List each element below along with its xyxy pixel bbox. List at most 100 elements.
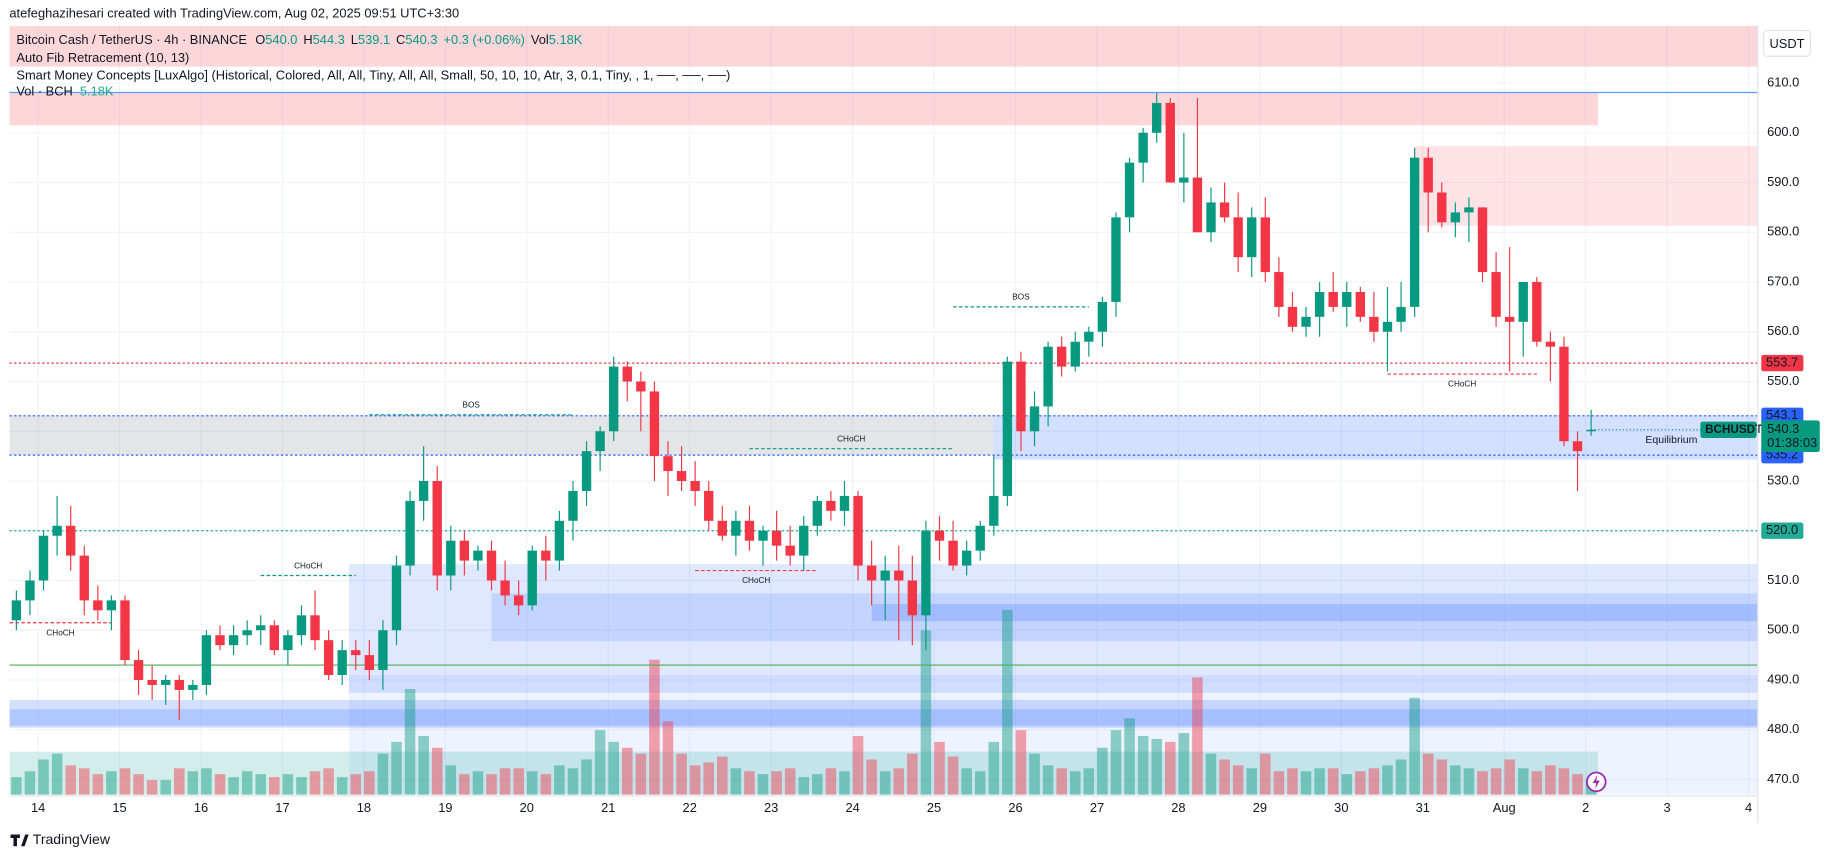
zone xyxy=(9,699,1758,728)
x-tick-label: 24 xyxy=(845,800,859,815)
volume-bar xyxy=(228,777,239,795)
volume-bar xyxy=(459,774,470,795)
candle-body xyxy=(826,500,836,511)
candle-body xyxy=(690,481,700,491)
candle-body xyxy=(866,565,877,581)
volume-bar xyxy=(920,630,932,795)
volume-bar xyxy=(676,753,687,795)
candle-body xyxy=(283,635,293,651)
level-box xyxy=(1761,407,1804,425)
candle-body xyxy=(1355,291,1366,317)
volume-bar xyxy=(526,771,538,795)
volume-bar xyxy=(1409,697,1420,795)
brand-logo xyxy=(10,834,29,847)
candle-body xyxy=(79,555,89,601)
volume-bar xyxy=(689,765,701,795)
x-tick-label: 28 xyxy=(1171,800,1185,815)
volume-bar xyxy=(771,771,782,795)
candle-body xyxy=(52,525,62,536)
volume-bar xyxy=(309,771,321,795)
volume-bar xyxy=(119,768,131,795)
x-tick-label: 27 xyxy=(1090,800,1104,815)
candle-body xyxy=(418,481,429,501)
zone xyxy=(348,564,1758,693)
candle-body xyxy=(147,679,157,685)
volume-bar xyxy=(241,771,253,795)
y-tick-label: 490.0 xyxy=(1767,671,1799,686)
volume-bar xyxy=(269,777,280,795)
structure-label: CHoCH xyxy=(837,434,865,443)
candle-body xyxy=(1247,217,1257,258)
volume-bar xyxy=(160,780,171,795)
candle-body xyxy=(391,565,402,631)
volume-bar xyxy=(757,774,769,795)
candle-body xyxy=(11,600,22,621)
volume-bar xyxy=(1246,768,1257,795)
volume-bar xyxy=(825,768,837,795)
x-tick-label: 4 xyxy=(1745,800,1752,815)
volume-bar xyxy=(703,762,714,795)
candle-body xyxy=(1233,217,1243,258)
volume-bar xyxy=(567,768,579,795)
zone xyxy=(491,593,1758,642)
candle-body xyxy=(541,550,551,561)
volume-bar xyxy=(1083,768,1095,795)
volume-bar xyxy=(1422,753,1434,795)
volume-bar xyxy=(1368,768,1380,795)
volume-bar xyxy=(1314,768,1325,795)
volume-bar xyxy=(187,771,199,795)
volume-value: 5.18K xyxy=(80,84,114,99)
structure-label: CHoCH xyxy=(742,576,770,585)
volume-bar xyxy=(1531,771,1543,795)
candle-body xyxy=(744,520,755,541)
candle-body xyxy=(1016,361,1026,432)
volume-bar xyxy=(255,774,267,795)
volume-bar xyxy=(1355,771,1366,795)
brand: TradingView xyxy=(33,831,111,847)
volume-bar xyxy=(893,768,905,795)
zone xyxy=(1414,146,1758,226)
zone xyxy=(871,603,1758,622)
y-tick-label: 580.0 xyxy=(1767,224,1799,239)
volume-bar xyxy=(1287,768,1298,795)
x-tick-label: 18 xyxy=(357,800,371,815)
volume-bar xyxy=(879,771,891,795)
candle-body xyxy=(133,660,144,680)
y-tick-label: 600.0 xyxy=(1767,124,1799,139)
candle-body xyxy=(717,520,727,536)
candle-body xyxy=(500,580,510,596)
structure-label: BOS xyxy=(463,401,481,410)
candle-body xyxy=(1545,341,1556,347)
candle-body xyxy=(961,550,972,566)
volume-bar xyxy=(1110,730,1122,795)
volume-bar xyxy=(78,768,90,795)
y-tick-label: 510.0 xyxy=(1767,572,1799,587)
volume-bar xyxy=(174,768,185,795)
candle-body xyxy=(1314,291,1325,317)
structure-label: CHoCH xyxy=(46,628,74,637)
volume-bar xyxy=(486,774,497,795)
x-tick-label: 30 xyxy=(1334,800,1348,815)
volume-bar xyxy=(24,771,36,795)
volume-bar xyxy=(581,759,592,795)
candle-body xyxy=(1192,177,1203,233)
x-tick-label: 21 xyxy=(601,800,615,815)
volume-bar xyxy=(51,753,63,795)
y-tick-label: 610.0 xyxy=(1767,74,1799,89)
candle-body xyxy=(1070,341,1080,367)
legend-key: Vol xyxy=(531,32,549,47)
volume-bar xyxy=(594,730,606,795)
volume-bar xyxy=(839,771,850,795)
volume-bar xyxy=(391,741,402,795)
candle-body xyxy=(649,391,660,457)
volume-bar xyxy=(622,747,633,795)
currency[interactable]: USDT xyxy=(1770,36,1805,51)
legend-key: H xyxy=(303,32,312,47)
candle-body xyxy=(1477,207,1488,273)
volume-bar xyxy=(744,771,755,795)
volume-bar xyxy=(1192,677,1203,795)
candle-body xyxy=(38,535,49,581)
candle-body xyxy=(1328,291,1338,307)
currency-box[interactable] xyxy=(1763,29,1812,57)
